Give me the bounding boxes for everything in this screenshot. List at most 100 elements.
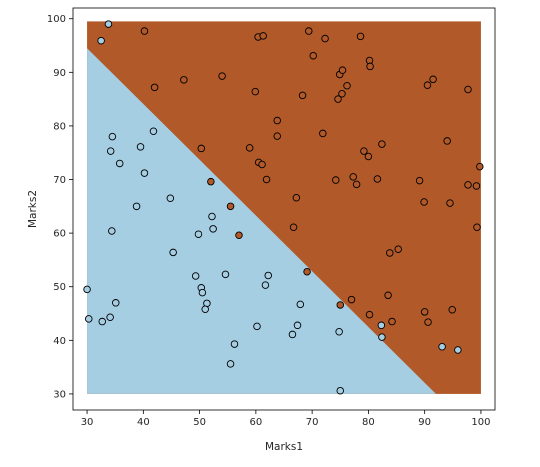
data-point — [108, 132, 117, 141]
data-point — [384, 291, 392, 300]
data-point — [336, 301, 345, 309]
data-point — [464, 181, 472, 189]
data-point — [288, 330, 297, 339]
data-point — [338, 90, 346, 98]
x-tick-label: 40 — [137, 417, 150, 428]
y-tick-label: 100 — [47, 14, 66, 25]
x-tick-label: 30 — [81, 417, 94, 428]
data-point — [366, 62, 374, 71]
data-point — [429, 75, 437, 84]
data-point — [140, 27, 149, 35]
data-point — [292, 193, 301, 202]
decision-regions — [87, 21, 481, 394]
data-point — [364, 152, 373, 161]
x-tick-label: 90 — [418, 417, 431, 428]
data-point — [388, 317, 396, 326]
data-point — [438, 343, 446, 351]
data-point — [336, 386, 345, 395]
data-point — [259, 32, 267, 40]
y-tick-label: 70 — [53, 175, 66, 186]
data-point — [180, 76, 188, 84]
data-point — [305, 27, 313, 35]
y-tick-label: 30 — [53, 389, 66, 400]
data-point — [150, 83, 159, 92]
data-point — [235, 231, 243, 240]
data-point — [194, 230, 203, 238]
data-point — [104, 20, 113, 28]
data-point — [132, 202, 141, 211]
data-point — [201, 305, 209, 313]
data-point — [423, 81, 432, 89]
data-point — [209, 225, 217, 233]
data-point — [386, 249, 394, 257]
data-point — [169, 248, 177, 257]
data-point — [448, 306, 456, 314]
x-tick-label: 50 — [193, 417, 206, 428]
x-tick-label: 80 — [362, 417, 375, 428]
data-point — [472, 182, 481, 190]
data-point — [296, 300, 305, 309]
plot-frame — [72, 7, 496, 411]
data-point — [360, 147, 368, 155]
data-point — [415, 176, 424, 185]
y-axis-ticks: 30 40 50 60 70 80 90 100 — [47, 14, 73, 400]
data-point — [349, 173, 357, 181]
x-axis-ticks: 30 40 50 60 70 80 90 100 — [81, 410, 490, 428]
x-tick-label: 70 — [306, 417, 319, 428]
x-axis-label: Marks1 — [265, 441, 303, 453]
data-point — [191, 272, 200, 280]
data-point — [226, 202, 235, 211]
data-point — [115, 159, 124, 168]
data-point — [473, 223, 481, 231]
data-point — [289, 223, 298, 231]
data-point — [476, 162, 484, 171]
data-point — [262, 175, 271, 184]
data-point — [373, 175, 382, 183]
region-class-0 — [87, 48, 436, 394]
data-point — [85, 315, 93, 323]
data-point — [207, 177, 215, 186]
data-point — [245, 144, 254, 152]
data-points — [83, 20, 484, 395]
data-point — [273, 116, 281, 125]
data-point — [166, 194, 175, 203]
data-point — [97, 36, 105, 45]
y-tick-label: 90 — [53, 68, 66, 79]
data-point — [108, 227, 116, 235]
data-point — [198, 288, 207, 297]
data-point — [106, 313, 114, 322]
x-tick-label: 60 — [249, 417, 262, 428]
data-point — [112, 299, 120, 307]
data-point — [83, 285, 91, 294]
data-point — [424, 318, 432, 326]
data-point — [394, 245, 402, 253]
data-point — [420, 198, 428, 206]
data-point — [273, 132, 281, 140]
data-point — [446, 199, 454, 207]
data-point — [332, 176, 340, 184]
data-point — [221, 270, 230, 279]
data-point — [464, 85, 472, 94]
y-axis-label: Marks2 — [27, 190, 39, 228]
data-point — [261, 281, 270, 289]
data-point — [377, 321, 386, 330]
data-point — [98, 317, 107, 326]
data-point — [106, 147, 115, 155]
data-point — [303, 267, 311, 276]
data-point — [334, 95, 342, 103]
data-point — [335, 327, 343, 336]
data-point — [136, 143, 145, 151]
data-point — [298, 91, 307, 100]
data-point — [443, 137, 451, 145]
data-point — [230, 340, 239, 348]
data-point — [208, 212, 216, 221]
data-point — [365, 310, 374, 319]
y-tick-label: 60 — [53, 229, 66, 240]
data-point — [343, 81, 351, 90]
y-tick-label: 50 — [53, 282, 66, 293]
data-point — [378, 140, 386, 148]
data-point — [218, 72, 226, 80]
data-point — [338, 66, 347, 74]
data-point — [309, 51, 318, 60]
